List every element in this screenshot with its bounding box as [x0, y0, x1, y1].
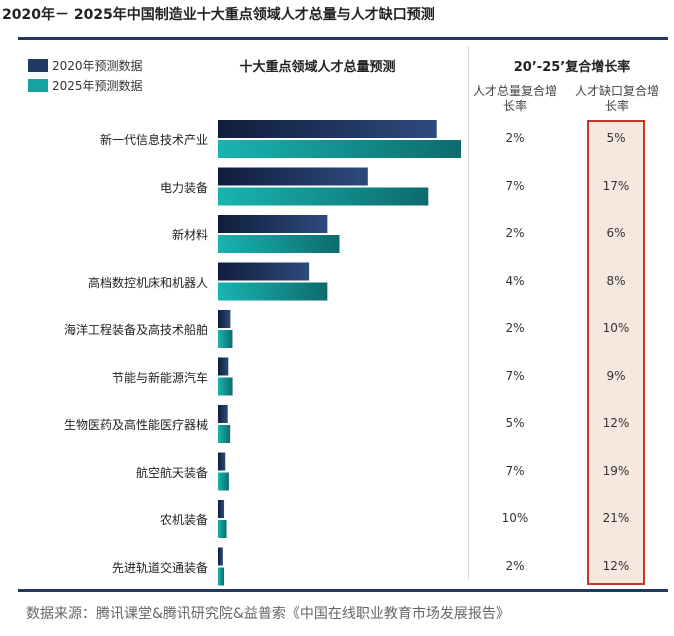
total-growth-value: 10% — [501, 511, 529, 525]
gap-growth-highlight-box — [587, 120, 645, 585]
top-rule — [18, 37, 668, 40]
category-label: 海洋工程装备及高技术船舶 — [63, 323, 208, 337]
total-growth-value: 2% — [505, 131, 525, 145]
legend-swatch-2025 — [28, 79, 48, 92]
bar-2020 — [218, 500, 225, 518]
total-growth-value: 7% — [505, 463, 525, 478]
gap-growth-value: 6% — [606, 226, 626, 240]
category-label: 新材料 — [171, 228, 208, 242]
bar-2020 — [218, 310, 231, 328]
legend-item-2020: 2020年预测数据 — [28, 57, 143, 74]
bar-2025 — [218, 377, 233, 396]
category-label: 生物医药及高性能医疗器械 — [63, 418, 208, 432]
bar-2025 — [218, 282, 328, 301]
bar-2025 — [218, 425, 231, 443]
bar-2025 — [218, 140, 461, 158]
category-label: 农机装备 — [159, 513, 208, 527]
gap-growth-value: 19% — [602, 463, 630, 478]
bottom-rule — [18, 589, 668, 592]
col-header-total-growth: 人才总量复合增长率 — [472, 84, 557, 113]
bar-2020 — [218, 120, 437, 138]
bar-2025 — [218, 520, 227, 538]
chart-title: 十大重点领域人才总量预测 — [239, 60, 396, 75]
bar-2020 — [218, 357, 229, 376]
col-header-gap-growth: 人才缺口复合增长率 — [574, 84, 659, 113]
legend-label-2025: 2025年预测数据 — [52, 79, 143, 93]
bar-2025 — [218, 235, 340, 253]
gap-growth-value: 8% — [606, 273, 626, 288]
growth-section-title: 20’-25’复合增长率 — [513, 60, 631, 75]
column-divider — [468, 46, 469, 579]
bar-2020 — [218, 167, 368, 186]
total-growth-value: 2% — [505, 321, 525, 335]
bar-2025 — [218, 472, 229, 491]
legend-item-2025: 2025年预测数据 — [28, 77, 143, 94]
gap-growth-value: 21% — [602, 511, 630, 525]
gap-growth-value: 9% — [606, 368, 626, 383]
bar-2025 — [218, 330, 233, 348]
page-title: 2020年－ 2025年中国制造业十大重点领域人才总量与人才缺口预测 — [2, 7, 435, 23]
category-label: 节能与新能源汽车 — [111, 370, 208, 385]
bar-2020 — [218, 405, 228, 423]
bar-2020 — [218, 547, 223, 566]
legend-swatch-2020 — [28, 59, 48, 72]
gap-growth-value: 5% — [606, 131, 626, 145]
category-label: 高档数控机床和机器人 — [87, 275, 208, 290]
total-growth-value: 4% — [505, 273, 525, 288]
category-label: 电力装备 — [159, 180, 208, 195]
bar-2020 — [218, 215, 328, 233]
gap-growth-value: 10% — [602, 321, 630, 335]
legend-label-2020: 2020年预测数据 — [52, 59, 143, 73]
total-growth-value: 2% — [505, 558, 525, 573]
bar-2020 — [218, 262, 310, 281]
total-growth-value: 7% — [505, 368, 525, 383]
total-growth-value: 5% — [505, 416, 525, 430]
bar-2025 — [218, 567, 225, 586]
gap-growth-value: 12% — [602, 416, 630, 430]
gap-growth-value: 12% — [602, 558, 630, 573]
source-note: 数据来源：腾讯课堂&腾讯研究院&益普索《中国在线职业教育市场发展报告》 — [26, 606, 510, 622]
category-label: 航空航天装备 — [135, 465, 208, 480]
category-label: 先进轨道交通装备 — [111, 560, 208, 575]
total-growth-value: 2% — [505, 226, 525, 240]
category-label: 新一代信息技术产业 — [99, 133, 208, 147]
bar-2025 — [218, 187, 429, 206]
bar-2020 — [218, 452, 226, 471]
total-growth-value: 7% — [505, 178, 525, 193]
gap-growth-value: 17% — [602, 178, 630, 193]
